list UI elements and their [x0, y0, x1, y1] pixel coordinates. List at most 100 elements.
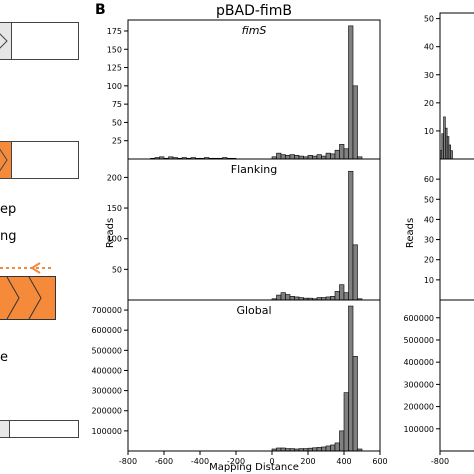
main-panel-0-bar: [325, 152, 331, 160]
chart-title: pBAD-fimB: [216, 3, 292, 19]
main-panel-1-bar: [285, 294, 291, 301]
main-panel-0-ytick-label: 25: [112, 137, 122, 146]
main-panel-1-bar: [343, 292, 349, 301]
track-box-2: [0, 141, 79, 179]
main-panel-2-bar: [348, 305, 354, 452]
arrow-icon: [0, 262, 52, 274]
x-axis-label: Mapping Distance: [209, 462, 299, 473]
main-panel-2-ytick-label: 500000: [91, 346, 122, 355]
main-panel-1-bar: [289, 296, 295, 301]
main-panel-1-ytick-label: 150: [107, 204, 122, 213]
main-panel-1-frame: [127, 158, 381, 301]
main-panel-0-bar: [289, 154, 295, 160]
main-panel-1-bar: [280, 292, 286, 301]
main-panel-2-bar: [334, 442, 340, 452]
second-panel-1-ytick-label: 50: [424, 195, 434, 204]
left-label-2: ng: [0, 229, 17, 244]
second-panel-1-ytick-label: 10: [424, 276, 434, 285]
second-panel-2-ytick-label: 300000: [403, 380, 434, 389]
left-label-3: e: [0, 350, 8, 365]
chevron-icon: [6, 277, 42, 319]
main-panel-2-bar: [330, 444, 336, 452]
main-panel-0-bar: [294, 155, 300, 160]
second-panel-0-ytick-label: 40: [424, 43, 434, 52]
left-label-1: ep: [0, 202, 17, 217]
x-tick-label: -200: [227, 457, 245, 466]
y-axis-label: Reads: [105, 218, 116, 248]
second-panel-1-ytick-label: 30: [424, 236, 434, 245]
second-y-axis-label: Reads: [405, 218, 416, 248]
main-panel-0-bar: [339, 144, 345, 160]
main-panel-2-bar: [321, 446, 327, 452]
left-panel-gene-diagram: ep ng e: [0, 0, 95, 474]
main-panel-1-label: Flanking: [231, 163, 277, 176]
track-segment-gray: [0, 421, 10, 437]
main-panel-2-bar: [352, 356, 358, 452]
chevron-icon: [0, 148, 8, 172]
main-panel-1-bar: [348, 170, 354, 301]
main-panel-1-bar: [339, 284, 345, 301]
main-panel-2-ytick-label: 400000: [91, 366, 122, 375]
track-box-1: [0, 22, 79, 60]
second-panel-2-ytick-label: 100000: [403, 425, 434, 434]
track-segment-orange: [0, 142, 12, 178]
main-panel-2-ytick-label: 700000: [91, 306, 122, 315]
main-panel-0-bar: [280, 154, 286, 160]
second-panel-2-frame: [439, 299, 474, 452]
second-panel-1-frame: [439, 158, 474, 301]
main-panel-2-label: Global: [236, 304, 271, 317]
second-panel-0-bar: [450, 150, 453, 160]
main-panel-1-ytick-label: 200: [107, 173, 122, 182]
second-panel-2-ytick-label: 200000: [403, 403, 434, 412]
track-segment-gray: [0, 23, 12, 59]
second-x-tick-label: -800: [431, 457, 449, 466]
main-panel-0-ytick-label: 50: [112, 118, 122, 127]
main-panel-0-bar: [352, 85, 358, 160]
x-tick-label: -800: [119, 457, 137, 466]
main-panel-0-ytick-label: 150: [107, 45, 122, 54]
second-panel-2-ytick-label: 400000: [403, 358, 434, 367]
main-panel-2-ytick-label: 200000: [91, 407, 122, 416]
main-panel-2-bar: [325, 445, 331, 452]
x-tick-label: 600: [372, 457, 387, 466]
track-box-4: [0, 420, 79, 438]
second-panel-2-ytick-label: 500000: [403, 336, 434, 345]
second-panel-0-ytick-label: 50: [424, 15, 434, 24]
main-panel-2-ytick-label: 100000: [91, 427, 122, 436]
second-panel-0-ytick-label: 10: [424, 127, 434, 136]
main-panel-2-ytick-label: 300000: [91, 387, 122, 396]
main-panel-0-bar: [334, 149, 340, 160]
second-panel-0-ytick-label: 30: [424, 71, 434, 80]
main-panel-0-bar: [285, 155, 291, 160]
main-panel-1-bar: [330, 296, 336, 301]
main-panel-2-ytick-label: 600000: [91, 326, 122, 335]
main-panel-0-ytick-label: 175: [107, 27, 122, 36]
main-panel-0-bar: [348, 25, 354, 160]
x-tick-label: 0: [269, 457, 274, 466]
main-panel-1-ytick-label: 100: [107, 235, 122, 244]
main-panel-2-bar: [316, 447, 322, 452]
panel-letter: B: [95, 2, 106, 18]
main-panel-0-bar: [330, 153, 336, 160]
main-panel-0-bar: [316, 154, 322, 160]
track-box-3: [0, 276, 56, 320]
main-panel-0-ytick-label: 125: [107, 64, 122, 73]
second-panel-1-ytick-label: 40: [424, 215, 434, 224]
second-panel-0-ytick-label: 20: [424, 99, 434, 108]
main-panel-2-bar: [343, 392, 349, 452]
main-panel-2-bar: [339, 430, 345, 452]
main-panel-0-label: fimS: [242, 24, 267, 37]
x-tick-label: -600: [155, 457, 173, 466]
chevron-icon: [0, 33, 8, 49]
x-tick-label: -400: [191, 457, 209, 466]
main-panel-0-ytick-label: 75: [112, 100, 122, 109]
second-panel-2-ytick-label: 600000: [403, 314, 434, 323]
second-panel-0-frame: [439, 12, 474, 160]
x-tick-label: 200: [300, 457, 315, 466]
main-panel-0-frame: [127, 19, 381, 160]
second-panel-1-ytick-label: 60: [424, 175, 434, 184]
second-panel-1-ytick-label: 20: [424, 256, 434, 265]
main-panel-2-frame: [127, 299, 381, 452]
